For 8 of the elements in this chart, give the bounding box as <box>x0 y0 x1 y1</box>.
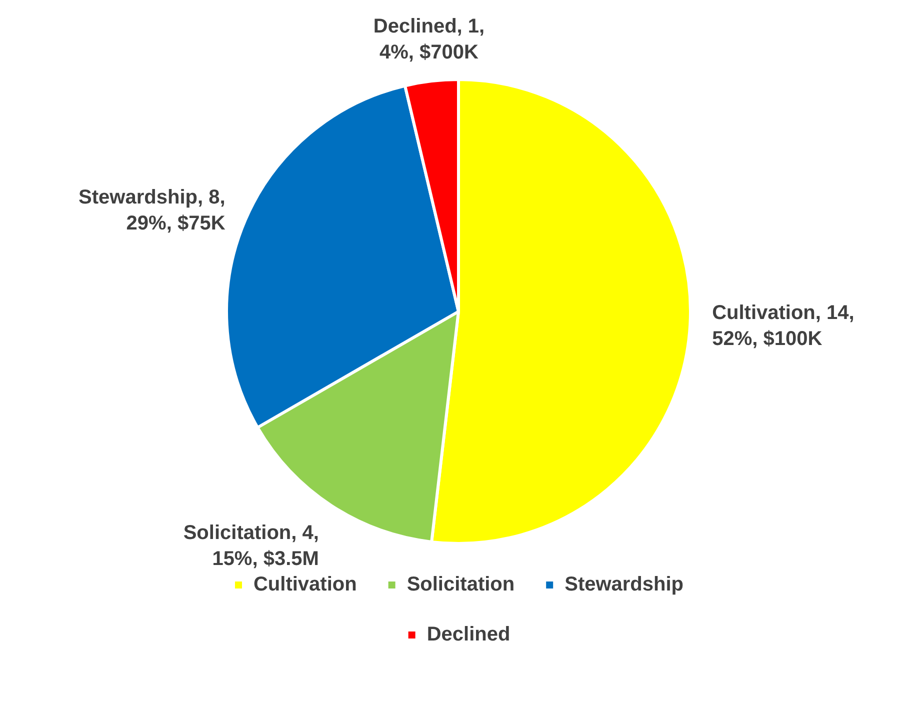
data-label: Solicitation, 4, 15%, $3.5M <box>183 522 319 570</box>
data-label: Cultivation, 14, 52%, $100K <box>712 302 854 350</box>
legend-label: Stewardship <box>564 574 684 596</box>
legend-label: Declined <box>426 624 510 646</box>
data-label: Stewardship, 8, 29%, $75K <box>78 186 226 234</box>
legend-label: Solicitation <box>406 574 515 596</box>
legend-label: Cultivation <box>253 574 357 596</box>
data-label: Declined, 1, 4%, $700K <box>373 16 485 64</box>
